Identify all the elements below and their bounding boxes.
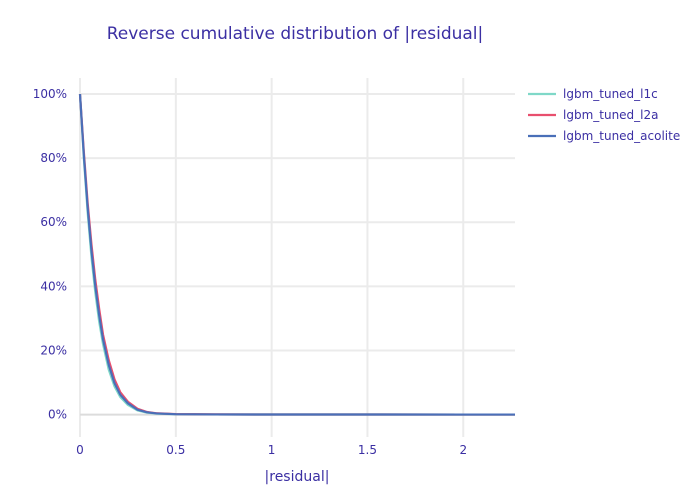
x-axis-label: |residual|: [265, 469, 330, 485]
y-tick-label: 80%: [40, 151, 67, 165]
x-tick-label: 1: [268, 443, 276, 457]
series-lines: [78, 93, 516, 416]
series-line-lgbm_tuned_acolite: [78, 93, 516, 416]
chart-title: Reverse cumulative distribution of |resi…: [107, 24, 484, 44]
y-tick-label: 0%: [48, 408, 67, 422]
series-line-lgbm_tuned_l1c: [78, 93, 516, 416]
y-tick-label: 40%: [40, 279, 67, 293]
series-line-lgbm_tuned_l2a: [78, 93, 516, 416]
legend-label: lgbm_tuned_l2a: [563, 108, 659, 122]
x-tick-label: 2: [459, 443, 467, 457]
grid: [79, 78, 515, 437]
legend-label: lgbm_tuned_l1c: [563, 87, 658, 101]
y-tick-label: 100%: [33, 87, 67, 101]
axes: 0 0.5 1 1.5 20%20%40%60%80%100%: [33, 87, 467, 457]
legend-label: lgbm_tuned_acolite: [563, 129, 680, 143]
legend: lgbm_tuned_l1c lgbm_tuned_l2a lgbm_tuned_a…: [528, 87, 680, 143]
y-tick-label: 20%: [40, 343, 67, 357]
x-tick-label: 0: [76, 443, 84, 457]
x-tick-label: 1.5: [358, 443, 377, 457]
x-tick-label: 0.5: [166, 443, 185, 457]
y-tick-label: 60%: [40, 215, 67, 229]
